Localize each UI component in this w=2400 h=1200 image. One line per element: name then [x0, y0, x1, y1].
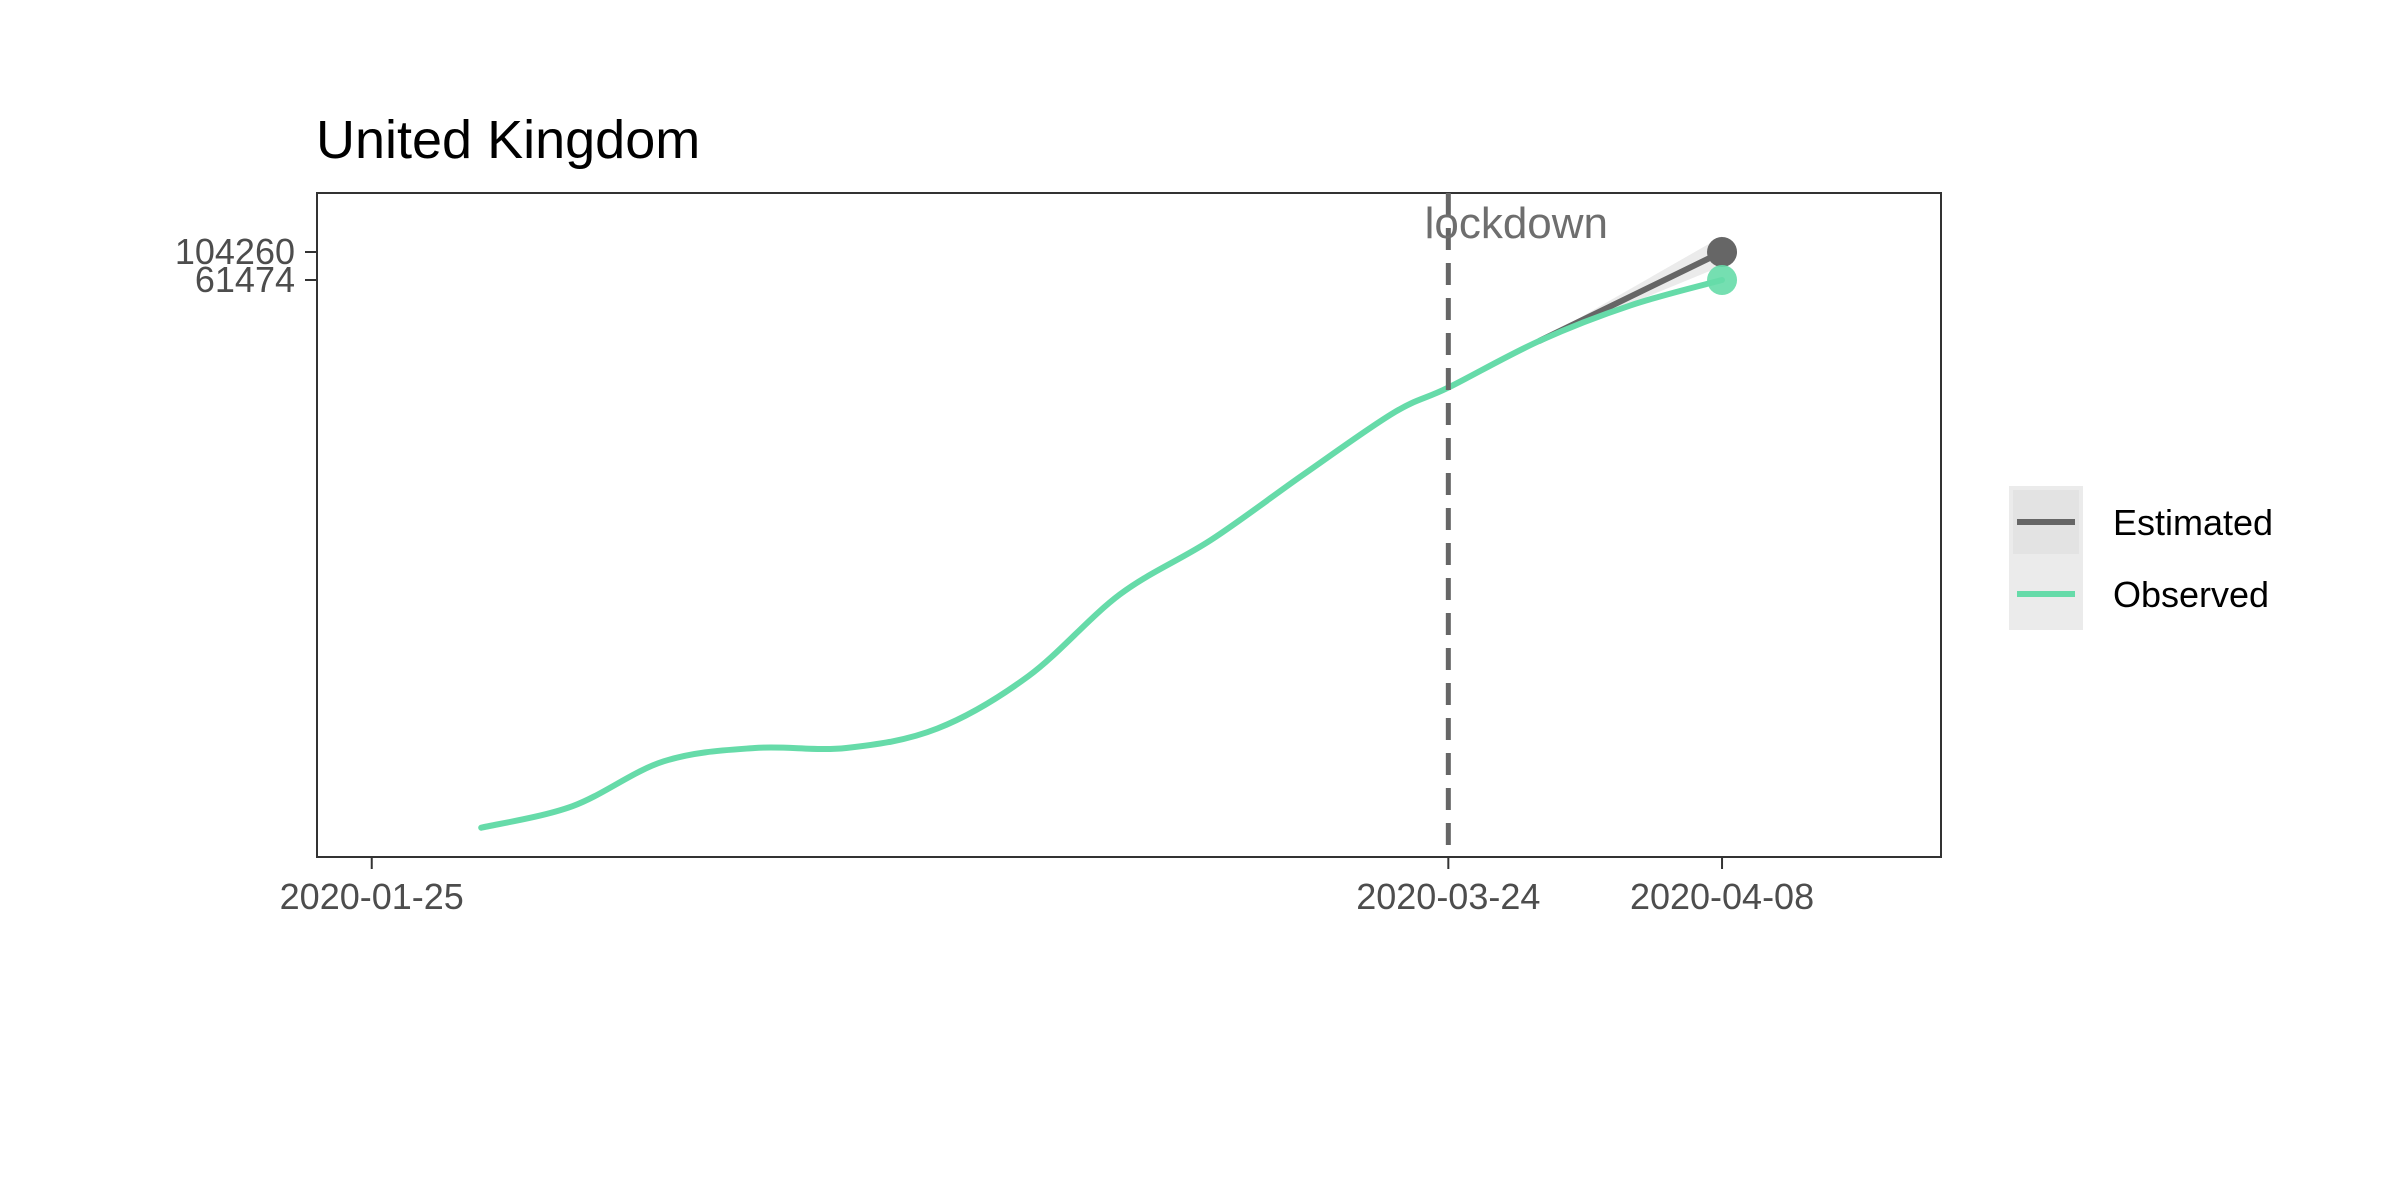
- plot-series-group: [478, 236, 1725, 831]
- plot-panel: [316, 192, 1942, 858]
- legend-label: Observed: [2113, 574, 2269, 615]
- legend-label: Estimated: [2113, 502, 2273, 543]
- observed-series-line: [478, 277, 1725, 831]
- plot-area: lockdown 2020-01-25 2020-03-24 2020-04-08 10…: [175, 192, 1942, 917]
- estimated-ribbon: [1539, 236, 1722, 341]
- y-tick-label: 61474: [195, 259, 295, 300]
- observed-endpoint-point: [1707, 265, 1738, 295]
- lockdown-annotation: lockdown: [1425, 199, 1608, 248]
- chart-title: United Kingdom: [316, 110, 700, 170]
- estimated-endpoint-point: [1707, 237, 1738, 267]
- y-tick-label: 104260: [175, 231, 295, 272]
- x-tick-label: 2020-04-08: [1630, 876, 1814, 917]
- x-tick-label: 2020-01-25: [280, 876, 464, 917]
- legend: Estimated Observed: [2009, 486, 2273, 630]
- x-tick-label: 2020-03-24: [1356, 876, 1540, 917]
